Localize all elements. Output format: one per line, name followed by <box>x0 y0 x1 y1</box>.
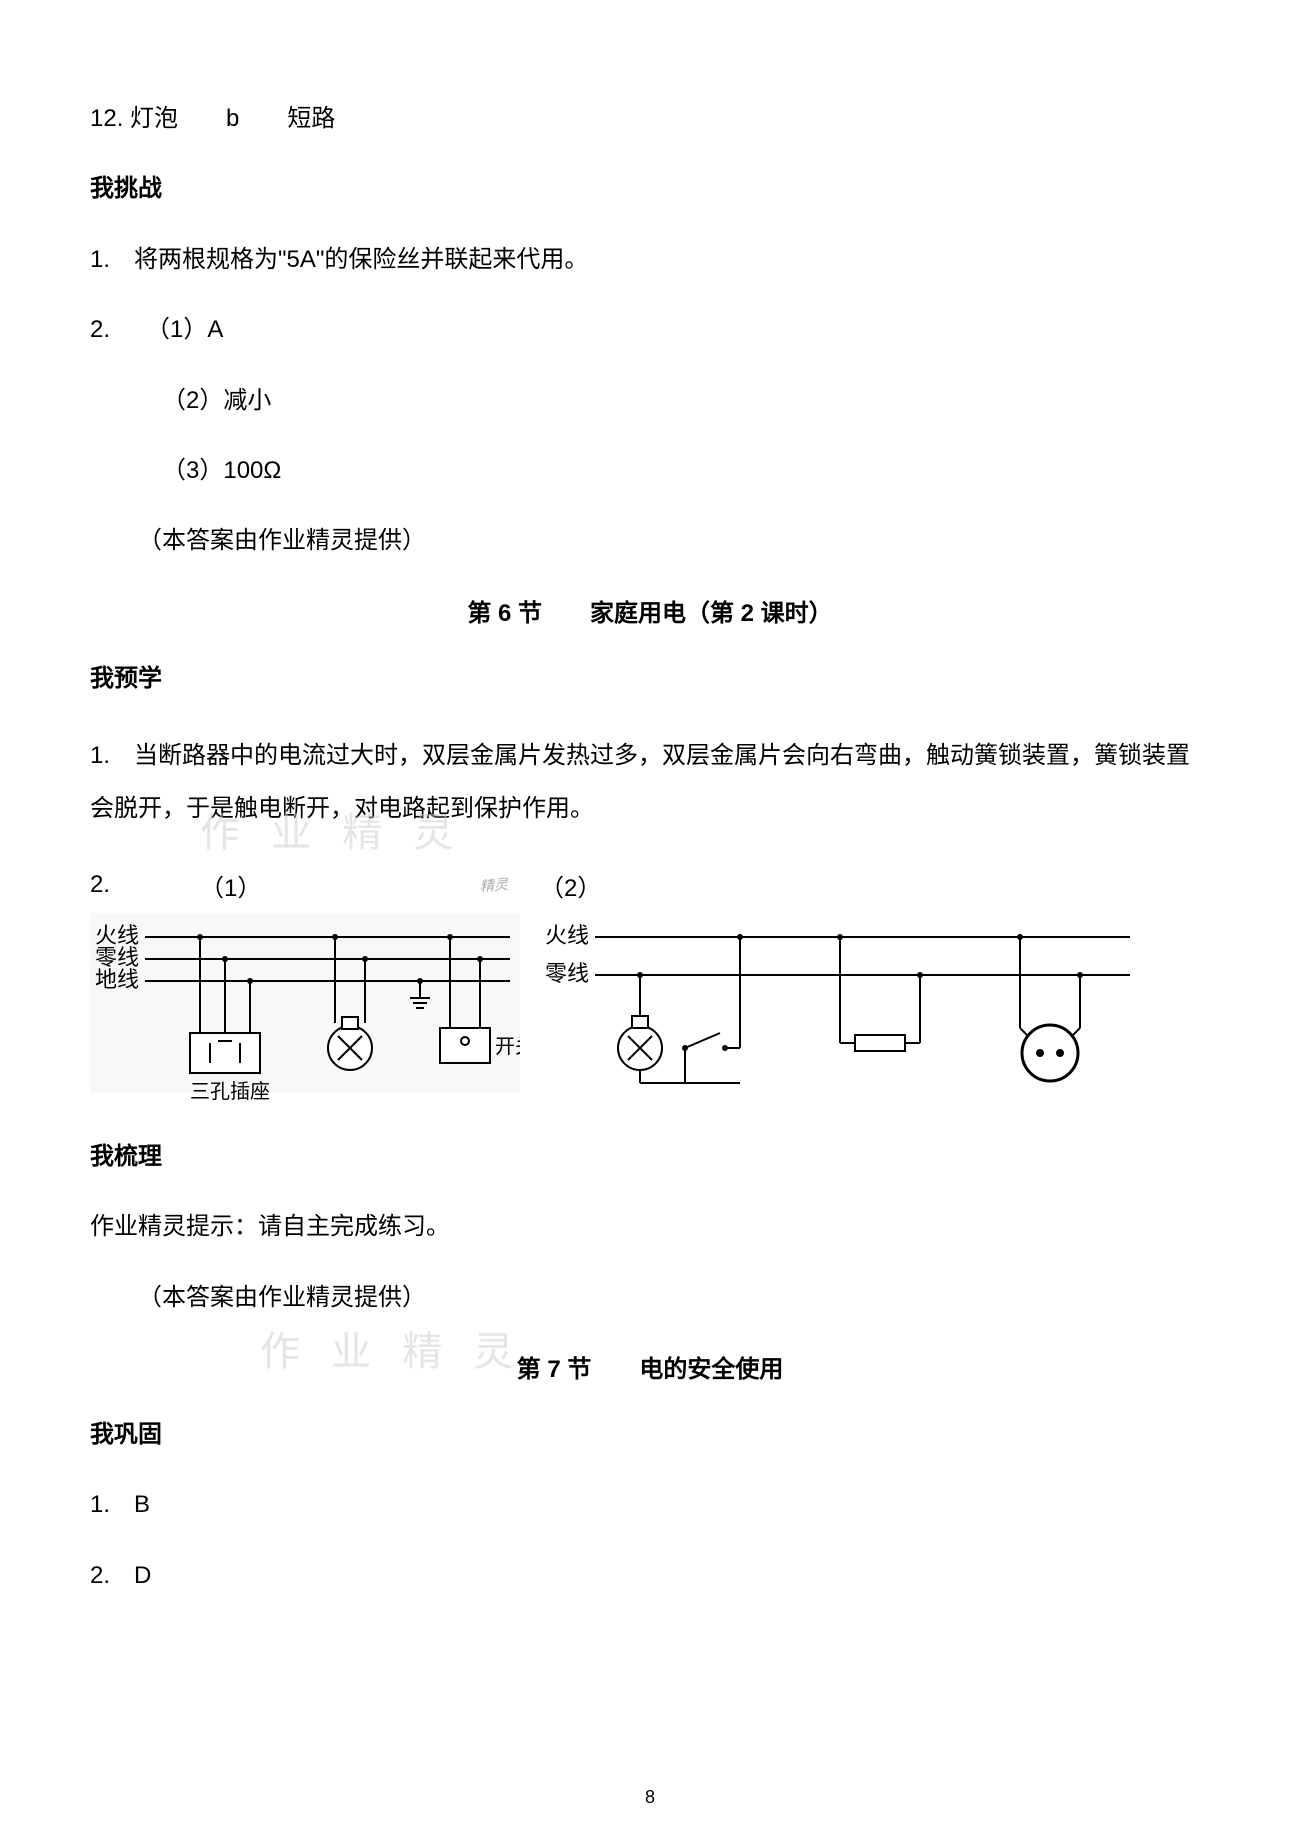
organize-text: 作业精灵提示：请自主完成练习。 <box>90 1208 1210 1246</box>
organize-note-row: （本答案由作业精灵提供） <box>90 1279 1210 1317</box>
prestudy-q2-label: 2. <box>90 871 200 899</box>
organize-note: （本答案由作业精灵提供） <box>138 1284 426 1311</box>
watermark-small: 精灵 <box>479 874 509 896</box>
circuit-diagram-1: 火线 零线 地线 三孔插座 <box>90 913 520 1113</box>
section7-title: 第 7 节 电的安全使用 <box>90 1349 1210 1384</box>
challenge-q2-1: （1）A <box>158 316 223 343</box>
challenge-q2-label-row: 2. （1）A <box>90 311 1210 349</box>
challenge-note: （本答案由作业精灵提供） <box>90 522 1210 560</box>
challenge-q1: 1. 将两根规格为"5A"的保险丝并联起来代用。 <box>90 241 1210 279</box>
challenge-q2-3: （3）100Ω <box>90 452 1210 490</box>
d1-ground-label: 地线 <box>95 967 139 992</box>
prestudy-q2-2: （2） <box>540 868 601 903</box>
prestudy-q2-1: （1） <box>200 868 480 903</box>
circuit-diagram-2: 火线 零线 <box>540 913 1140 1113</box>
prestudy-heading: 我预学 <box>90 660 1210 698</box>
consolidate-q1: 1. B <box>90 1486 1210 1524</box>
d1-switch-label: 开关 <box>495 1035 520 1058</box>
d2-fire-label: 火线 <box>545 923 589 948</box>
q12-line: 12. 灯泡 b 短路 <box>90 100 1210 138</box>
consolidate-heading: 我巩固 <box>90 1416 1210 1454</box>
section6-title: 第 6 节 家庭用电（第 2 课时） <box>90 593 1210 628</box>
challenge-q2-label: 2. <box>90 316 110 343</box>
page-number: 8 <box>645 1787 655 1808</box>
d1-socket-label: 三孔插座 <box>190 1080 270 1103</box>
diagrams-row: 火线 零线 地线 三孔插座 <box>90 913 1210 1118</box>
prestudy-q1: 1. 当断路器中的电流过大时，双层金属片发热过多，双层金属片会向右弯曲，触动簧锁… <box>90 730 1210 836</box>
diagram1-container: 火线 零线 地线 三孔插座 <box>90 913 520 1118</box>
challenge-heading: 我挑战 <box>90 170 1210 208</box>
d2-neutral-label: 零线 <box>545 961 589 986</box>
consolidate-q2: 2. D <box>90 1557 1210 1595</box>
prestudy-q2-row: 2. （1） 精灵 （2） <box>90 868 1210 903</box>
organize-heading: 我梳理 <box>90 1138 1210 1176</box>
challenge-q2-2: （2）减小 <box>90 382 1210 420</box>
diagram2-container: 火线 零线 <box>540 913 1140 1118</box>
